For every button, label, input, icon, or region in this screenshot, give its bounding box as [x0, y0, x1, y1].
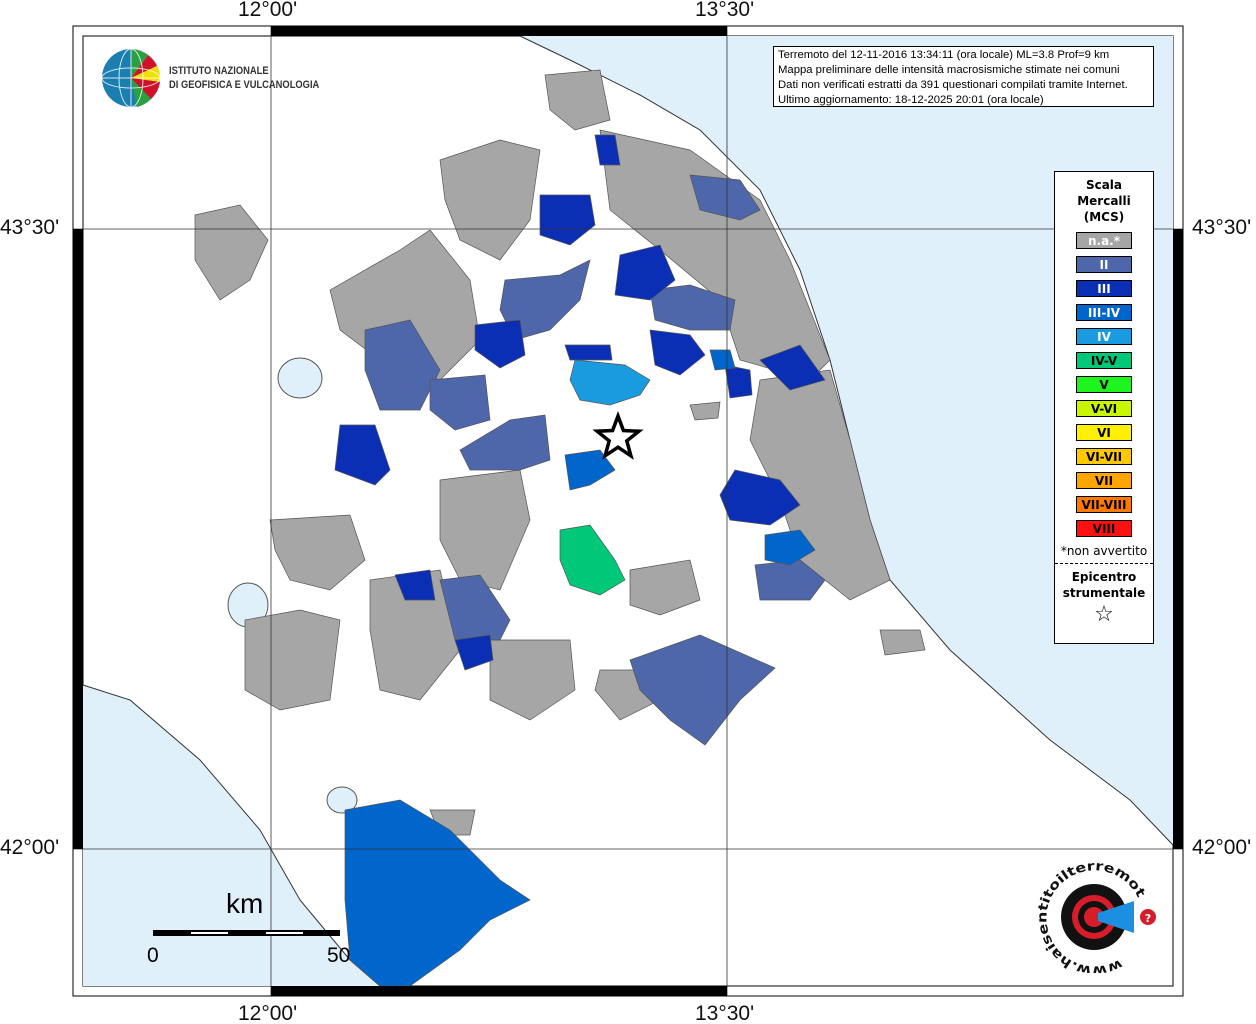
municipality-ii-22 — [649, 284, 736, 331]
municipality-iii-36 — [564, 344, 613, 361]
legend-swatch-vii-viii: VII-VIII — [1076, 496, 1132, 513]
info-line: Terremoto del 12-11-2016 13:34:11 (ora l… — [778, 49, 1110, 61]
legend-swatch-vii: VII — [1076, 472, 1132, 489]
legend-swatch-ii: II — [1076, 256, 1132, 273]
legend-title-line: Scala — [1085, 178, 1123, 192]
municipality-iii-25 — [539, 194, 596, 246]
legend-swatch-na: n.a.* — [1076, 232, 1132, 249]
municipality-na-2 — [439, 139, 541, 261]
lat-label-left-42: 42°00' — [0, 836, 60, 859]
event-info-box: Terremoto del 12-11-2016 13:34:11 (ora l… — [773, 46, 1154, 107]
municipality-na-14 — [879, 629, 926, 656]
municipality-iii-34 — [394, 569, 436, 601]
haisentito-logo: ? www.haisentitoilterremoto.it — [1036, 855, 1156, 973]
scale-bar-segment — [191, 932, 228, 934]
municipality-ii-20 — [439, 574, 511, 641]
municipality-ii-17 — [364, 319, 441, 411]
ingv-line1: ISTITUTO NAZIONALE — [169, 65, 269, 77]
municipality-iii-31 — [719, 469, 801, 526]
municipality-na-10 — [489, 639, 576, 721]
municipality-iii-27 — [614, 244, 676, 301]
municipality-na-15 — [689, 401, 721, 421]
lake-trasimeno — [277, 357, 323, 399]
scale-unit: km — [226, 888, 264, 919]
ingv-line2: DI GEOFISICA E VULCANOLOGIA — [169, 79, 320, 91]
adriatic-sea — [520, 36, 1173, 845]
municipality-iii-35 — [454, 634, 494, 671]
municipality-iii-29 — [334, 424, 391, 486]
tyrrhenian-sea — [83, 685, 380, 986]
frame-tick-right — [1173, 229, 1183, 849]
epicenter-label: Epicentro strumentale — [1055, 569, 1153, 601]
municipality-iii-33 — [724, 364, 753, 399]
legend-title-line: Mercalli — [1077, 194, 1131, 208]
legend-swatch-iii: III — [1076, 280, 1132, 297]
frame-tick-bottom — [271, 986, 727, 996]
legend-title: Scala Mercalli (MCS) — [1055, 177, 1153, 225]
municipality-iii-iv-39 — [764, 529, 816, 566]
lat-label-right-4330: 43°30' — [1192, 216, 1252, 239]
municipality-ii-16 — [499, 259, 591, 341]
frame-tick-top — [271, 26, 727, 36]
scale-bar-segment — [266, 932, 303, 934]
info-line: Ultimo aggiornamento: 18-12-2025 20:01 (… — [778, 94, 1044, 106]
municipality-iii-iv-40 — [709, 349, 736, 371]
epicenter-label-line: Epicentro — [1071, 570, 1137, 584]
scale-max: 50 — [327, 944, 351, 967]
legend-swatch-vi: VI — [1076, 424, 1132, 441]
legend-swatches: n.a.* II III III-IV IV IV-V V V-VI VI VI-VII VII VI… — [1055, 232, 1153, 537]
municipality-na-11 — [629, 559, 701, 616]
lat-label-right-42: 42°00' — [1192, 836, 1252, 859]
legend-swatch-v-vi: V-VI — [1076, 400, 1132, 417]
legend-swatch-iv-v: IV-V — [1076, 352, 1132, 369]
municipality-iii-iv-38 — [564, 449, 616, 491]
mcs-legend: Scala Mercalli (MCS) n.a.* II III III-IV IV I… — [1054, 171, 1154, 644]
municipality-na-6 — [269, 514, 366, 591]
epicenter-star-icon — [592, 410, 644, 460]
municipality-na-8 — [244, 609, 341, 711]
municipality-iii-30 — [649, 329, 706, 376]
legend-swatch-vi-vii: VI-VII — [1076, 448, 1132, 465]
lon-label-bottom-12: 12°00' — [238, 1002, 298, 1024]
legend-note: *non avvertito — [1060, 544, 1148, 558]
legend-divider — [1055, 563, 1153, 564]
municipality-na-3 — [544, 69, 611, 131]
lon-label-bottom-1330: 13°30' — [695, 1002, 755, 1024]
svg-text:?: ? — [1145, 912, 1151, 925]
municipality-na-5 — [749, 369, 891, 601]
municipality-iv-41 — [569, 359, 651, 406]
lake-bracciano — [326, 786, 358, 814]
info-line: Mappa preliminare delle intensità macros… — [778, 64, 1120, 76]
legend-swatch-iii-iv: III-IV — [1076, 304, 1132, 321]
epicenter-star-icon: ☆ — [1094, 602, 1114, 627]
frame-tick-left — [73, 229, 83, 849]
municipality-iii-28 — [474, 319, 526, 369]
lon-label-top-12: 12°00' — [238, 0, 298, 21]
epicenter-label-line: strumentale — [1062, 586, 1146, 600]
lat-label-left-4330: 43°30' — [0, 216, 60, 239]
municipality-iii-iv-37 — [344, 799, 531, 987]
legend-title-line: (MCS) — [1083, 210, 1125, 224]
legend-swatch-viii: VIII — [1076, 520, 1132, 537]
municipality-iii-32 — [759, 344, 826, 391]
municipality-iv-v-42 — [559, 524, 626, 596]
municipality-ii-19 — [459, 414, 551, 471]
scale-min: 0 — [147, 944, 159, 967]
ingv-logo: ISTITUTO NAZIONALE DI GEOFISICA E VULCANO… — [101, 48, 346, 108]
lon-label-top-1330: 13°30' — [695, 0, 755, 21]
municipality-ii-21 — [629, 634, 776, 746]
municipality-ii-23 — [689, 174, 761, 221]
municipality-na-9 — [369, 569, 461, 701]
legend-swatch-iv: IV — [1076, 328, 1132, 345]
scale-bar — [153, 930, 340, 936]
municipality-iii-26 — [594, 134, 621, 166]
municipality-ii-18 — [429, 374, 491, 431]
east-coastline — [519, 35, 1174, 846]
legend-swatch-v: V — [1076, 376, 1132, 393]
globe-icon — [101, 48, 161, 108]
info-line: Dati non verificati estratti da 391 ques… — [778, 79, 1128, 91]
